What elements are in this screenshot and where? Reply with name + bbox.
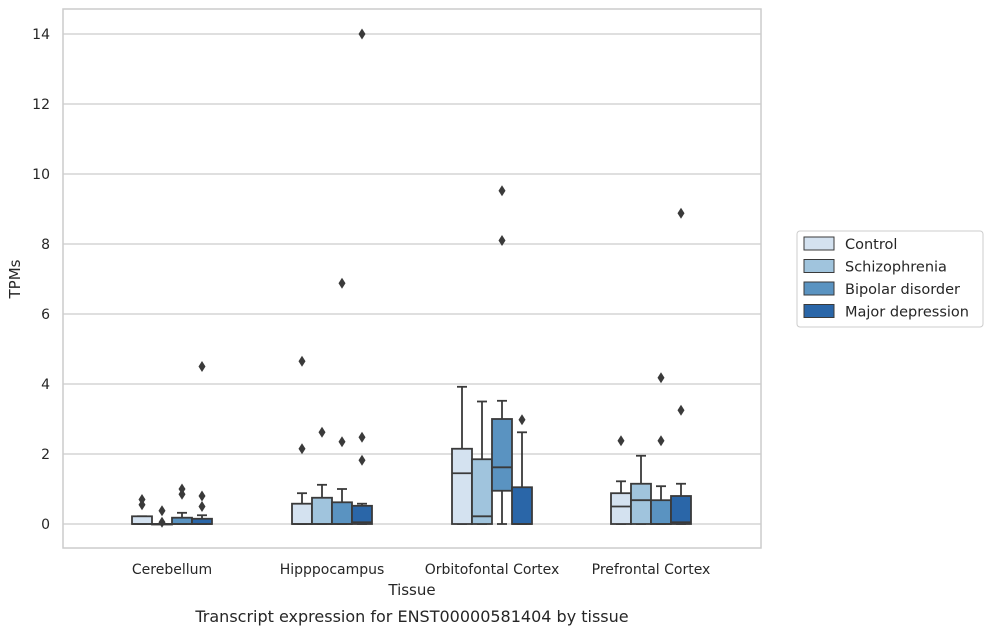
box-2-0 [451, 385, 473, 525]
box-iqr [451, 447, 473, 525]
box-3-0 [610, 435, 632, 525]
box-3-2 [650, 372, 672, 525]
boxes-layer [131, 28, 692, 528]
plot-frame [62, 8, 762, 549]
outlier-point [518, 414, 526, 426]
y-tick-label-12: 12 [32, 97, 50, 113]
box-iqr [311, 496, 333, 525]
outlier-point [198, 361, 206, 372]
box-1-0 [291, 355, 313, 525]
legend-label-0: Control [845, 237, 897, 253]
box-2-1 [471, 400, 493, 525]
box-0-1 [151, 505, 173, 528]
legend-swatch-1 [803, 259, 835, 273]
outlier-point [358, 454, 366, 466]
outlier-point [198, 490, 206, 502]
box-iqr [131, 515, 153, 525]
outlier-point [298, 443, 306, 455]
x-tick-label-1: Hipppocampus [280, 562, 385, 578]
legend-frame [796, 230, 984, 328]
x-axis-ticks: Cerebellum Hipppocampus Orbitofontal Corte… [132, 562, 710, 578]
y-tick-label-6: 6 [41, 307, 50, 323]
box-iqr [291, 502, 313, 525]
y-axis-label: TPMs [6, 259, 24, 299]
y-tick-label-2: 2 [41, 447, 50, 463]
outlier-point [657, 372, 665, 384]
outlier-point [657, 435, 665, 447]
box-iqr [650, 499, 672, 525]
outlier-point [498, 235, 506, 246]
outlier-point [298, 355, 306, 367]
x-tick-label-2: Orbitofontal Cortex [425, 562, 560, 578]
box-3-3 [670, 207, 692, 525]
box-1-2 [331, 277, 353, 525]
box-iqr [610, 492, 632, 525]
box-3-1 [630, 454, 652, 525]
outlier-point [358, 431, 366, 443]
outlier-point [677, 207, 685, 219]
legend-swatch-2 [803, 281, 835, 296]
y-tick-label-0: 0 [41, 517, 50, 533]
outlier-point [338, 436, 346, 448]
chart-caption: Transcript expression for ENST0000058140… [194, 607, 628, 626]
gridlines [63, 33, 761, 525]
y-tick-label-8: 8 [41, 237, 50, 253]
box-1-3 [351, 28, 373, 525]
y-axis-ticks: 0 2 4 6 8 10 12 14 [32, 27, 50, 533]
outlier-point [338, 277, 346, 289]
legend-label-1: Schizophrenia [845, 260, 947, 276]
legend-label-2: Bipolar disorder [845, 282, 960, 298]
box-2-2 [491, 185, 513, 525]
y-tick-label-10: 10 [32, 167, 50, 183]
box-0-3 [191, 361, 213, 525]
x-tick-label-0: Cerebellum [132, 562, 212, 578]
legend-label-3: Major depression [845, 305, 969, 321]
box-iqr [491, 418, 513, 492]
outlier-point [138, 494, 146, 505]
y-tick-label-14: 14 [32, 27, 50, 43]
legend-swatch-3 [803, 304, 835, 318]
outlier-point [358, 28, 366, 40]
box-iqr [351, 504, 373, 525]
outlier-point [617, 435, 625, 447]
box-0-2 [171, 483, 193, 525]
outlier-point [158, 516, 166, 528]
box-2-3 [511, 414, 533, 525]
box-0-0 [131, 494, 153, 525]
y-tick-label-4: 4 [41, 377, 50, 393]
box-iqr [630, 482, 652, 525]
outlier-point [318, 426, 326, 438]
outlier-point [677, 404, 685, 416]
box-iqr [670, 495, 692, 525]
outlier-point [198, 501, 206, 512]
box-iqr [511, 486, 533, 525]
box-iqr [331, 501, 353, 525]
outlier-point [178, 483, 186, 495]
outlier-point [498, 185, 506, 197]
legend-swatch-0 [803, 236, 835, 251]
box-iqr [171, 516, 193, 525]
x-tick-label-3: Prefrontal Cortex [592, 562, 711, 578]
box-iqr [471, 458, 493, 525]
outlier-point [158, 505, 166, 517]
box-1-1 [311, 426, 333, 525]
x-axis-label: Tissue [387, 581, 435, 599]
legend: Control Schizophrenia Bipolar disorder Majo… [796, 230, 984, 328]
